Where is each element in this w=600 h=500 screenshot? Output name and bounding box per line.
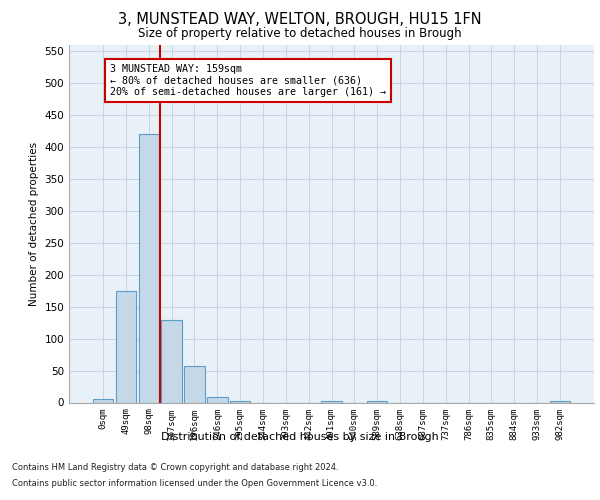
Bar [230,401,250,402]
Text: Distribution of detached houses by size in Brough: Distribution of detached houses by size … [161,432,439,442]
Y-axis label: Number of detached properties: Number of detached properties [29,142,39,306]
Bar [207,398,227,402]
Bar [139,134,159,402]
Text: 3 MUNSTEAD WAY: 159sqm
← 80% of detached houses are smaller (636)
20% of semi-de: 3 MUNSTEAD WAY: 159sqm ← 80% of detached… [110,64,386,98]
Bar [550,400,570,402]
Bar [93,400,113,402]
Bar [161,320,182,402]
Bar [184,366,205,403]
Text: Contains HM Land Registry data © Crown copyright and database right 2024.: Contains HM Land Registry data © Crown c… [12,464,338,472]
Text: Size of property relative to detached houses in Brough: Size of property relative to detached ho… [138,28,462,40]
Bar [367,400,388,402]
Bar [116,291,136,403]
Text: Contains public sector information licensed under the Open Government Licence v3: Contains public sector information licen… [12,478,377,488]
Text: 3, MUNSTEAD WAY, WELTON, BROUGH, HU15 1FN: 3, MUNSTEAD WAY, WELTON, BROUGH, HU15 1F… [118,12,482,28]
Bar [321,401,342,402]
